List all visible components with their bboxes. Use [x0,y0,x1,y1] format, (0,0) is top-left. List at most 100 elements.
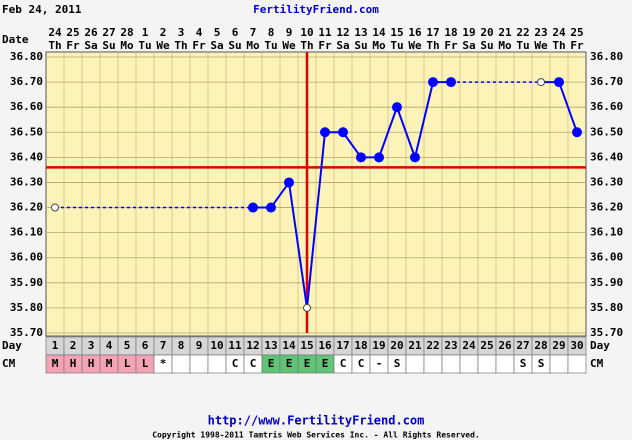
weekday-label: Mo [246,39,260,52]
y-tick-label-right: 36.60 [590,100,623,113]
day-number: 18 [354,339,367,352]
y-tick-label: 36.50 [10,125,43,138]
cm-cell [459,354,479,374]
cm-cell [441,354,461,374]
point [392,102,402,113]
cm-code: L [124,357,131,370]
day-number: 28 [534,339,547,352]
point [356,152,366,163]
day-number: 7 [160,339,167,352]
date-label: 7 [250,26,257,39]
cm-code: E [304,357,311,370]
y-tick-label-right: 35.90 [590,276,623,289]
open-point [537,78,545,87]
cm-code: S [538,357,545,370]
date-label: 19 [462,26,475,39]
weekday-label: Tu [516,39,529,52]
date-label: 25 [66,26,79,39]
y-tick-label: 36.10 [10,226,43,239]
chart-date: Feb 24, 2011 [2,3,82,16]
date-label: 22 [516,26,529,39]
day-number: 5 [124,339,131,352]
day-number: 24 [462,339,476,352]
y-tick-label-right: 36.20 [590,201,623,214]
cm-cell [423,354,443,374]
day-number: 29 [552,339,565,352]
day-number: 27 [516,339,529,352]
date-label: 11 [318,26,332,39]
cm-cell [549,354,569,374]
date-label: 1 [142,26,149,39]
cm-cell [405,354,425,374]
y-tick-label-right: 36.40 [590,150,623,163]
cm-code: M [106,357,113,370]
weekday-label: We [282,39,296,52]
day-number: 11 [228,339,242,352]
date-label: 21 [498,26,512,39]
point [284,177,294,188]
point [374,152,384,163]
date-label: 5 [214,26,221,39]
cm-code: L [142,357,149,370]
cm-cell [495,354,515,374]
date-label: 3 [178,26,185,39]
point [338,127,348,138]
copyright: Copyright 1998-2011 Tamtris Web Services… [152,430,480,440]
weekday-label: Mo [120,39,134,52]
day-number: 20 [390,339,403,352]
cm-code: C [232,357,239,370]
cm-cell [567,354,587,374]
date-label: 10 [300,26,313,39]
date-label: 20 [480,26,493,39]
weekday-label: Th [48,39,61,52]
weekday-label: Su [102,39,115,52]
weekday-label: Mo [372,39,386,52]
day-number: 26 [498,339,512,352]
weekday-label: Fr [444,39,458,52]
date-label: 23 [534,26,547,39]
day-number: 1 [52,339,59,352]
y-tick-label: 36.40 [10,150,43,163]
day-number: 2 [70,339,77,352]
day-number: 23 [444,339,457,352]
cm-code: M [52,357,59,370]
day-number: 10 [210,339,223,352]
weekday-label: Su [480,39,493,52]
day-number: 8 [178,339,185,352]
date-label: 24 [48,26,62,39]
y-tick-label-right: 36.30 [590,175,623,188]
weekday-label: We [534,39,548,52]
weekday-label: Fr [66,39,80,52]
cm-code: H [88,357,95,370]
y-tick-label: 36.30 [10,175,43,188]
date-label: 12 [336,26,349,39]
date-label: 13 [354,26,367,39]
weekday-label: Su [354,39,367,52]
cm-code: * [160,357,167,370]
cm-row-label: CM [2,357,16,370]
day-number: 17 [336,339,349,352]
weekday-label: Th [174,39,187,52]
weekday-label: Th [552,39,565,52]
y-tick-label: 35.80 [10,301,43,314]
day-number: 3 [88,339,95,352]
open-point [303,303,311,312]
site-name: FertilityFriend.com [253,3,379,16]
point [266,202,276,213]
cm-code: C [340,357,347,370]
date-label: 17 [426,26,439,39]
weekday-label: Fr [570,39,584,52]
weekday-label: Sa [84,39,97,52]
y-tick-label-right: 36.10 [590,226,623,239]
date-label: 24 [552,26,566,39]
weekday-label: We [156,39,170,52]
cm-code: C [250,357,257,370]
cm-cell [189,354,209,374]
point [554,77,564,88]
cm-code: E [268,357,275,370]
date-label: 4 [196,26,203,39]
y-tick-label: 36.00 [10,251,43,264]
date-label: 14 [372,26,386,39]
y-tick-label-right: 36.70 [590,75,623,88]
